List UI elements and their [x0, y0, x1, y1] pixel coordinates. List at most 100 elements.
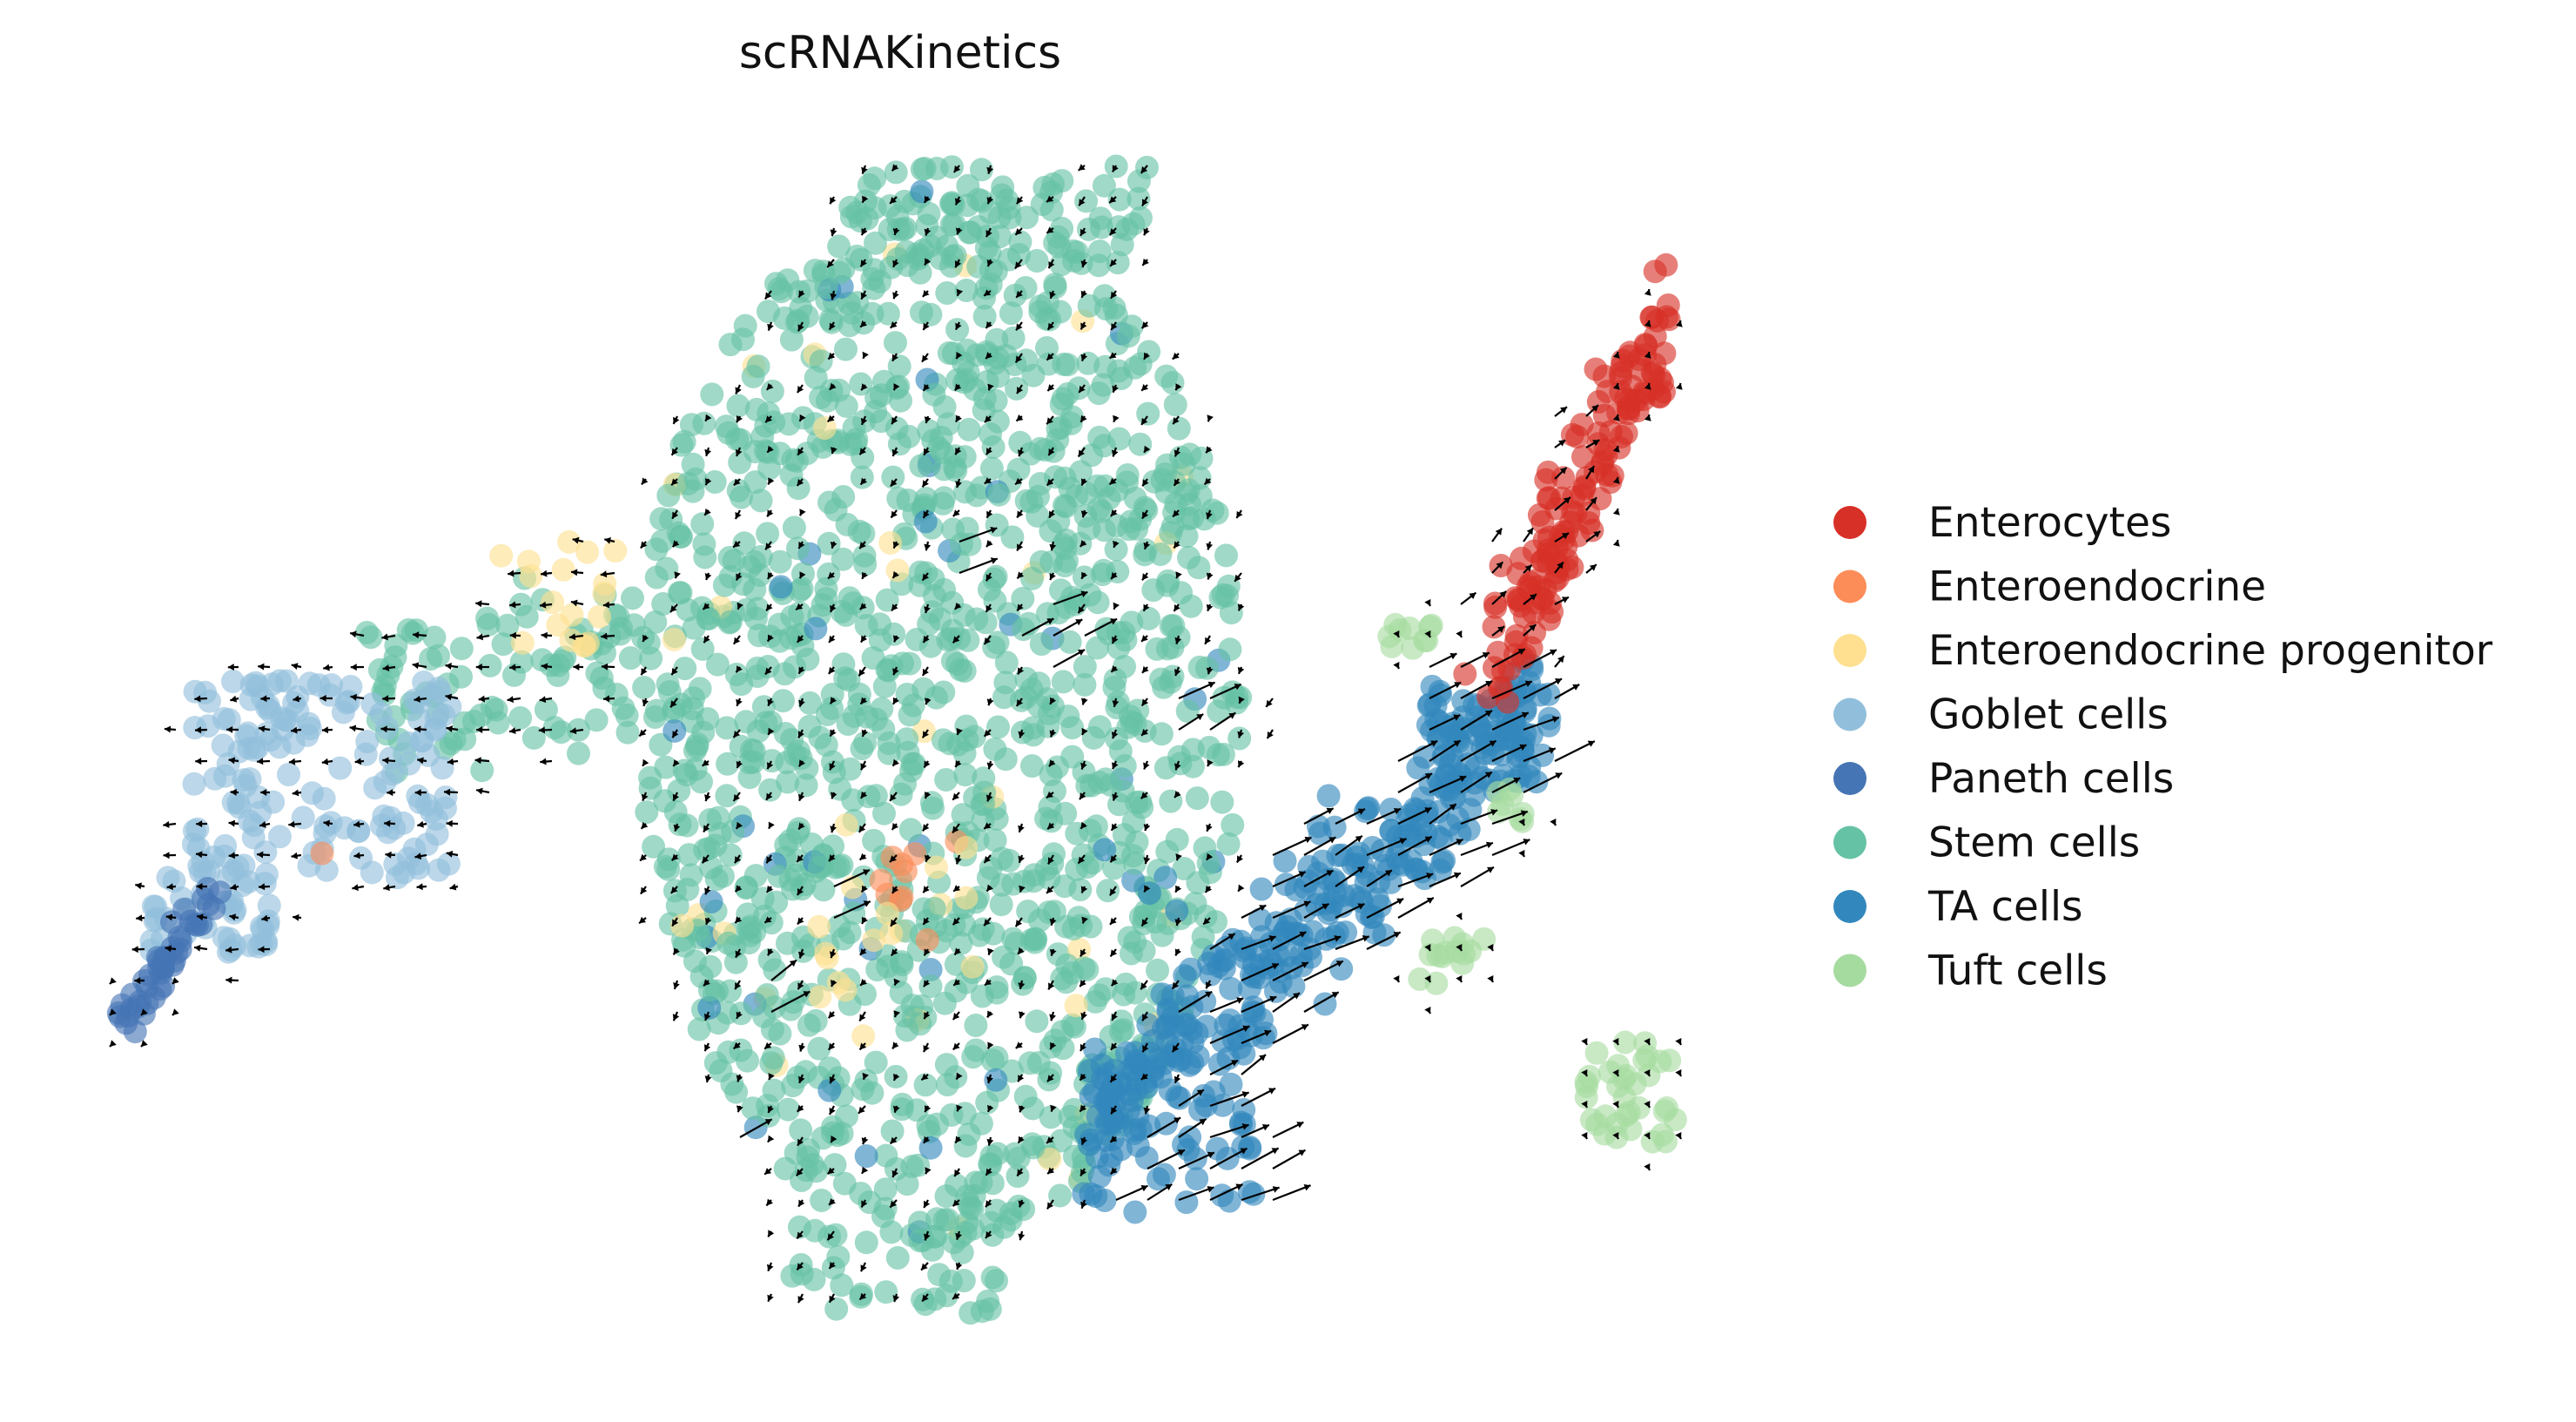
velocity-arrowhead	[733, 637, 741, 644]
cell-point	[804, 1008, 828, 1033]
velocity-arrowhead	[1207, 759, 1214, 767]
cell-point	[655, 556, 679, 581]
velocity-arrowhead	[671, 448, 678, 455]
velocity-arrowhead	[1050, 1104, 1057, 1112]
velocity-arrowhead	[414, 696, 420, 703]
velocity-arrowhead	[789, 960, 797, 967]
velocity-arrowhead	[986, 1138, 994, 1146]
cell-point	[827, 378, 851, 402]
velocity-arrowhead	[1469, 592, 1476, 599]
velocity-arrowhead	[954, 383, 962, 391]
cell-point	[1064, 994, 1088, 1018]
velocity-arrowhead	[383, 884, 390, 892]
velocity-arrowhead	[1424, 599, 1431, 606]
velocity-arrowhead	[1675, 1038, 1682, 1045]
cell-point	[884, 160, 908, 185]
velocity-arrowhead	[1204, 477, 1212, 485]
velocity-arrowhead	[861, 1137, 869, 1145]
cell-point	[1304, 893, 1328, 917]
velocity-arrowhead	[445, 663, 452, 670]
cell-point	[1096, 879, 1120, 903]
cell-point	[932, 680, 956, 704]
velocity-arrowhead	[705, 414, 712, 421]
cell-point	[1592, 1122, 1617, 1146]
cell-point	[1169, 1047, 1194, 1071]
velocity-arrowhead	[984, 919, 991, 927]
cell-point	[994, 650, 1019, 675]
cell-point	[1075, 958, 1100, 981]
velocity-arrowhead	[1206, 981, 1213, 989]
velocity-arrowhead	[984, 477, 992, 484]
velocity-arrowhead	[735, 916, 743, 923]
velocity-arrowhead	[1018, 449, 1025, 457]
cell-point	[1081, 725, 1106, 750]
cell-point	[128, 990, 151, 1014]
velocity-arrowhead	[1016, 290, 1023, 298]
cell-point	[1266, 942, 1290, 967]
velocity-arrowhead	[1241, 1091, 1249, 1098]
cell-point	[486, 711, 510, 735]
velocity-arrowhead	[797, 635, 804, 643]
velocity-arrowhead	[767, 445, 774, 453]
cell-point	[750, 425, 775, 449]
velocity-arrowhead	[380, 725, 387, 733]
cell-point	[786, 1065, 810, 1089]
velocity-arrowhead	[670, 700, 677, 708]
cell-point	[656, 847, 681, 872]
velocity-arrowhead	[1047, 384, 1055, 391]
velocity-arrowhead	[860, 635, 868, 643]
cell-point	[1249, 877, 1274, 901]
velocity-arrowhead	[639, 729, 647, 737]
velocity-arrowhead	[1016, 699, 1023, 706]
cell-point	[776, 1097, 800, 1122]
velocity-arrowhead	[447, 758, 454, 765]
velocity-arrowhead	[923, 824, 930, 832]
cell-point	[986, 715, 1010, 739]
velocity-arrowhead	[259, 725, 266, 732]
velocity-arrowhead	[893, 978, 901, 986]
velocity-arrowhead	[672, 731, 679, 738]
velocity-arrowhead	[861, 228, 868, 236]
cell-point	[659, 508, 683, 532]
cell-point	[1218, 637, 1242, 662]
velocity-arrowhead	[924, 1233, 931, 1241]
velocity-arrowhead	[539, 601, 547, 609]
cell-point	[1175, 699, 1200, 724]
cell-point	[885, 1246, 910, 1270]
velocity-arrowhead	[985, 1200, 992, 1208]
cell-point	[855, 704, 879, 729]
velocity-arrowhead	[1018, 947, 1025, 954]
cell-point	[1099, 1024, 1123, 1048]
velocity-arrowhead	[1174, 1117, 1181, 1124]
velocity-arrowhead	[1207, 414, 1214, 422]
velocity-arrowhead	[766, 603, 773, 611]
velocity-arrowhead	[413, 631, 420, 639]
cell-point	[979, 456, 1004, 481]
cell-point	[1106, 1110, 1129, 1135]
velocity-arrowhead	[412, 662, 420, 670]
velocity-arrowhead	[1109, 228, 1117, 235]
cell-point	[1379, 819, 1403, 843]
cell-point	[1633, 1031, 1658, 1055]
velocity-arrowhead	[1017, 510, 1024, 518]
cell-point	[809, 386, 833, 409]
velocity-arrowhead	[1593, 531, 1601, 538]
cell-point	[760, 379, 784, 403]
velocity-arrowhead	[891, 510, 898, 518]
velocity-arrowhead	[382, 695, 389, 703]
velocity-arrowhead	[1140, 1073, 1148, 1080]
cell-point	[736, 931, 761, 955]
velocity-arrowhead	[671, 668, 678, 676]
velocity-arrowhead	[476, 787, 483, 795]
velocity-arrowhead	[131, 946, 138, 954]
cell-point	[1167, 745, 1191, 769]
velocity-arrowhead	[797, 1263, 804, 1270]
velocity-arrowhead	[1644, 1069, 1651, 1076]
velocity-arrowhead	[1272, 1186, 1280, 1193]
cell-point	[817, 562, 841, 586]
cell-point	[974, 236, 999, 260]
velocity-arrowhead	[797, 386, 804, 393]
velocity-arrowhead	[956, 1072, 963, 1080]
velocity-arrowhead	[1521, 711, 1529, 718]
velocity-arrowhead	[1080, 290, 1087, 298]
